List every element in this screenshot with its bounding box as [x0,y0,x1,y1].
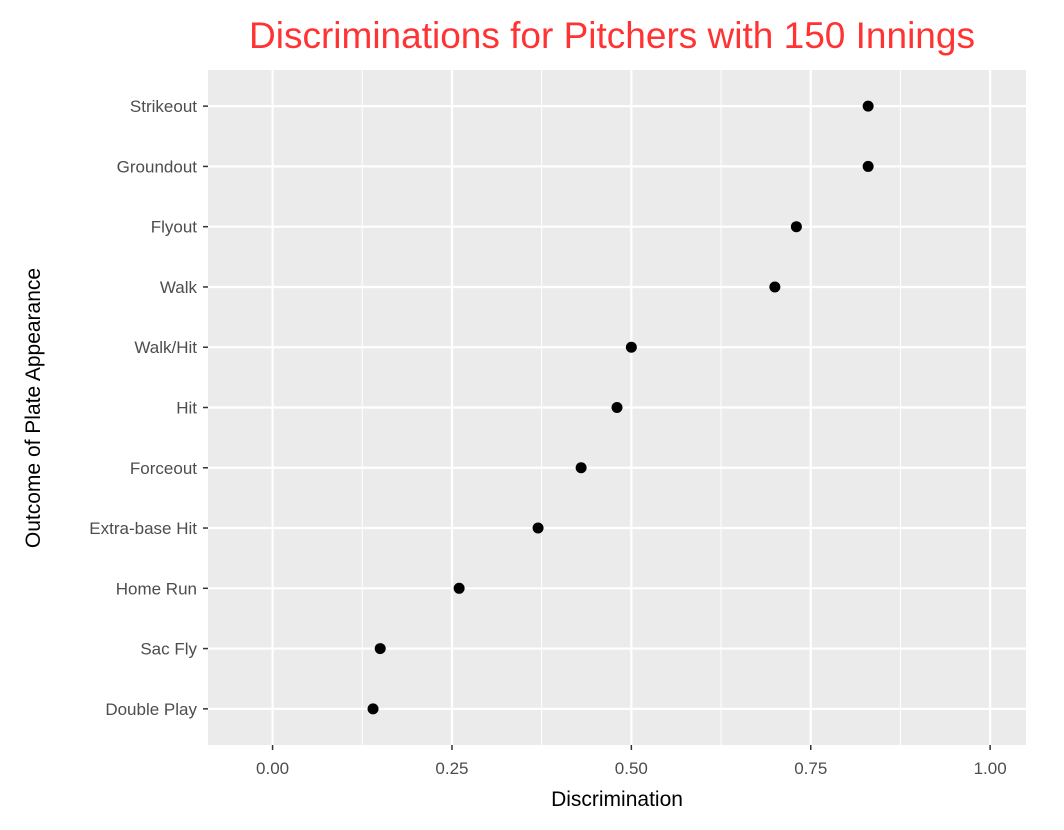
y-tick-label: Strikeout [130,97,197,116]
data-point [625,341,637,353]
x-tick-label: 0.75 [794,759,827,778]
y-tick-label: Forceout [130,459,197,478]
data-point [769,281,781,293]
y-tick-label: Flyout [151,218,198,237]
data-point [453,582,465,594]
data-point [790,221,802,233]
y-tick-label: Sac Fly [140,640,197,659]
x-tick-label: 0.50 [615,759,648,778]
x-tick-label: 0.00 [256,759,289,778]
x-tick-label: 1.00 [974,759,1007,778]
data-point [862,160,874,172]
y-axis-ticks: Strikeout Groundout Flyout Walk Walk/Hit Hit F… [89,97,208,719]
data-point [374,643,386,655]
data-point [575,462,587,474]
y-tick-label: Walk/Hit [134,338,197,357]
y-tick-label: Groundout [117,157,198,176]
data-point [862,100,874,112]
y-tick-label: Walk [160,278,198,297]
data-point [367,703,379,715]
x-axis-ticks: 0.00 0.25 0.50 0.75 1.00 [256,745,1007,778]
data-point [611,402,623,413]
y-tick-label: Extra-base Hit [89,519,197,538]
y-tick-label: Home Run [116,579,197,598]
data-point [532,522,544,534]
chart-title: Discriminations for Pitchers with 150 In… [249,15,975,56]
x-tick-label: 0.25 [435,759,468,778]
x-axis-title: Discrimination [551,788,683,811]
y-tick-label: Double Play [105,700,197,719]
y-axis-title: Outcome of Plate Appearance [22,268,45,548]
data-points [367,100,874,715]
y-tick-label: Hit [176,399,197,418]
